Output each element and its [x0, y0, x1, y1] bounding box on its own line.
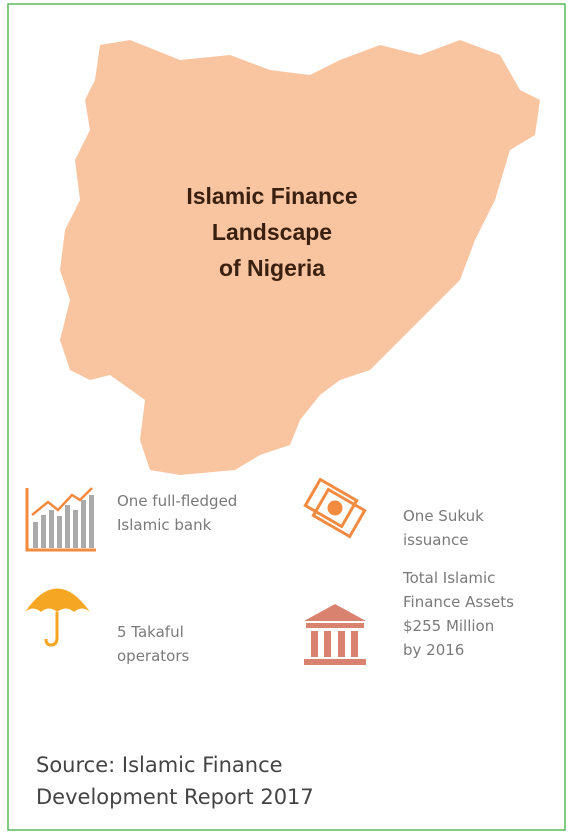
- bank-icon: [304, 604, 366, 665]
- item-text: Finance Assets: [403, 593, 514, 611]
- title-line: Islamic Finance: [186, 183, 357, 209]
- item-text: 5 Takaful: [117, 623, 184, 641]
- umbrella-icon: [25, 588, 90, 647]
- source-text: Development Report 2017: [36, 785, 314, 809]
- money-icon: [303, 477, 367, 539]
- item-text: $255 Million: [403, 617, 494, 635]
- source-text: Source: Islamic Finance: [36, 753, 283, 777]
- nigeria-map: [60, 40, 540, 475]
- item-text: One full-fledged: [117, 492, 237, 510]
- item-text: Total Islamic: [402, 569, 495, 587]
- item-text: operators: [117, 647, 190, 665]
- title-line: Landscape: [212, 219, 332, 245]
- chart-icon: [25, 487, 96, 552]
- title-line: of Nigeria: [219, 255, 325, 281]
- item-text: issuance: [403, 531, 468, 549]
- item-text: Islamic bank: [117, 516, 212, 534]
- item-text: One Sukuk: [403, 507, 484, 525]
- item-text: by 2016: [403, 641, 464, 659]
